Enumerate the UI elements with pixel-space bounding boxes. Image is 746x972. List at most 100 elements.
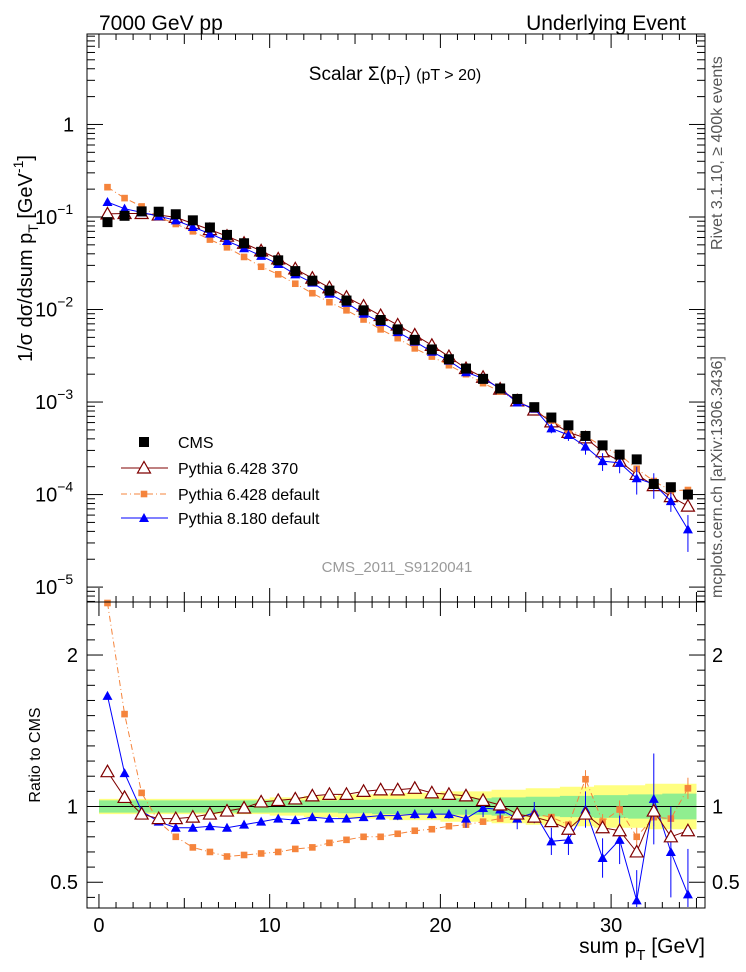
data-point: [204, 228, 215, 238]
x-tick-label: 0: [93, 915, 104, 937]
y-axis-label-exp: -1: [10, 160, 26, 173]
y-axis-label-close: ]: [15, 155, 37, 161]
ratio-data-point: [526, 809, 542, 823]
data-point: [529, 402, 540, 413]
y-axis-label-sub: T: [25, 224, 41, 233]
ratio-data-point: [151, 810, 167, 825]
data-point: [360, 316, 367, 323]
data-point: [460, 363, 471, 374]
data-point: [563, 420, 574, 431]
ratio-data-point: [582, 775, 589, 783]
main-plot-data: [99, 183, 696, 552]
data-point: [119, 210, 130, 221]
ratio-y-tick-label-right: 1: [712, 797, 723, 819]
ratio-data-point: [219, 803, 235, 817]
data-point: [597, 440, 608, 451]
ratio-data-point: [394, 830, 402, 838]
ratio-data-point: [475, 792, 491, 807]
data-point: [240, 253, 248, 261]
ratio-data-point: [546, 836, 557, 846]
plot-title-sigma: Σ(p: [368, 64, 397, 85]
ratio-y-tick-label: 0.5: [50, 872, 78, 894]
data-point: [273, 255, 284, 266]
ratio-data-point: [443, 809, 454, 819]
ratio-data-point: [338, 786, 355, 800]
ratio-data-point: [684, 785, 692, 792]
plot-title-lead: Scalar: [309, 64, 368, 85]
data-point: [187, 221, 198, 231]
legend-label: Pythia 6.428 370: [178, 461, 298, 478]
ratio-y-tick-label-right: 2: [712, 645, 723, 667]
data-point: [614, 457, 625, 467]
ratio-data-point: [206, 848, 214, 856]
ratio-y-tick-label-right: 0.5: [712, 872, 740, 894]
ratio-data-point: [287, 791, 303, 805]
legend-marker: [136, 460, 152, 474]
ratio-data-point: [119, 768, 130, 778]
ratio-data-point: [172, 833, 180, 841]
ratio-plot-axes: 0 10 20 30 0.5 0.5 1 1 2 2: [50, 602, 740, 937]
data-point: [153, 206, 164, 217]
y-axis-label: 1/σ dσ/dsum pT [GeV-1]: [10, 155, 41, 362]
legend-label: Pythia 8.180 default: [178, 511, 320, 528]
plot-title-close: ): [405, 64, 417, 85]
data-point: [580, 441, 591, 451]
ratio-data-point: [221, 822, 232, 832]
legend-marker: [140, 490, 148, 498]
ratio-data-point: [273, 813, 284, 823]
data-point: [665, 482, 676, 493]
data-point: [680, 498, 696, 512]
ratio-data-point: [680, 823, 696, 837]
y-tick-label: 1: [63, 114, 74, 136]
ratio-data-point: [663, 829, 679, 843]
data-point: [119, 203, 130, 213]
ratio-data-point: [104, 599, 111, 607]
y-tick-exp: −4: [57, 479, 73, 495]
ratio-data-point: [377, 833, 384, 841]
y-tick-label: 10−5: [35, 571, 73, 599]
y-tick-base: 10: [35, 300, 57, 322]
ratio-y-tick-label: 1: [67, 797, 78, 819]
ratio-data-point: [597, 853, 608, 863]
header-left: 7000 GeV pp: [99, 12, 223, 35]
data-point: [428, 353, 436, 360]
ratio-data-point: [270, 792, 286, 807]
data-point: [426, 344, 437, 355]
legend-item: CMS: [139, 435, 214, 452]
legend-item: Pythia 6.428 370: [121, 460, 298, 478]
ratio-data-point: [646, 803, 662, 817]
data-point: [257, 263, 265, 271]
ratio-data-point: [253, 794, 269, 808]
ratio-data-point: [563, 834, 574, 844]
data-point: [291, 280, 299, 288]
data-point: [187, 215, 198, 226]
x-tick-label: 20: [429, 915, 451, 937]
ratio-data-point: [134, 806, 150, 820]
ratio-data-point: [257, 850, 265, 857]
main-plot: 10−510−410−310−210−11 Scalar Σ(pT) (pT >…: [10, 33, 706, 603]
ratio-data-point: [240, 851, 248, 859]
data-point: [274, 271, 282, 278]
ratio-data-point: [543, 813, 559, 828]
ratio-data-point: [356, 783, 372, 797]
x-tick-label: 10: [259, 915, 281, 937]
data-point: [580, 430, 591, 441]
ratio-data-point: [102, 690, 113, 700]
ratio-data-point: [307, 812, 318, 822]
ratio-data-point: [614, 834, 625, 844]
data-point: [375, 315, 386, 326]
series-cms: [102, 206, 693, 500]
data-point: [377, 326, 384, 333]
data-point: [343, 307, 350, 314]
side-label-bottom: mcplots.cern.ch [arXiv:1306.3436]: [709, 356, 726, 598]
ratio-data-point: [358, 812, 369, 822]
ratio-data-point: [424, 785, 440, 799]
ratio-data-point: [441, 786, 457, 800]
data-point: [665, 496, 676, 506]
ratio-data-point: [478, 803, 489, 813]
ratio-data-point: [185, 809, 201, 823]
data-point: [170, 209, 181, 220]
ratio-data-point: [309, 844, 316, 851]
data-point: [256, 246, 267, 257]
data-point: [546, 423, 557, 433]
